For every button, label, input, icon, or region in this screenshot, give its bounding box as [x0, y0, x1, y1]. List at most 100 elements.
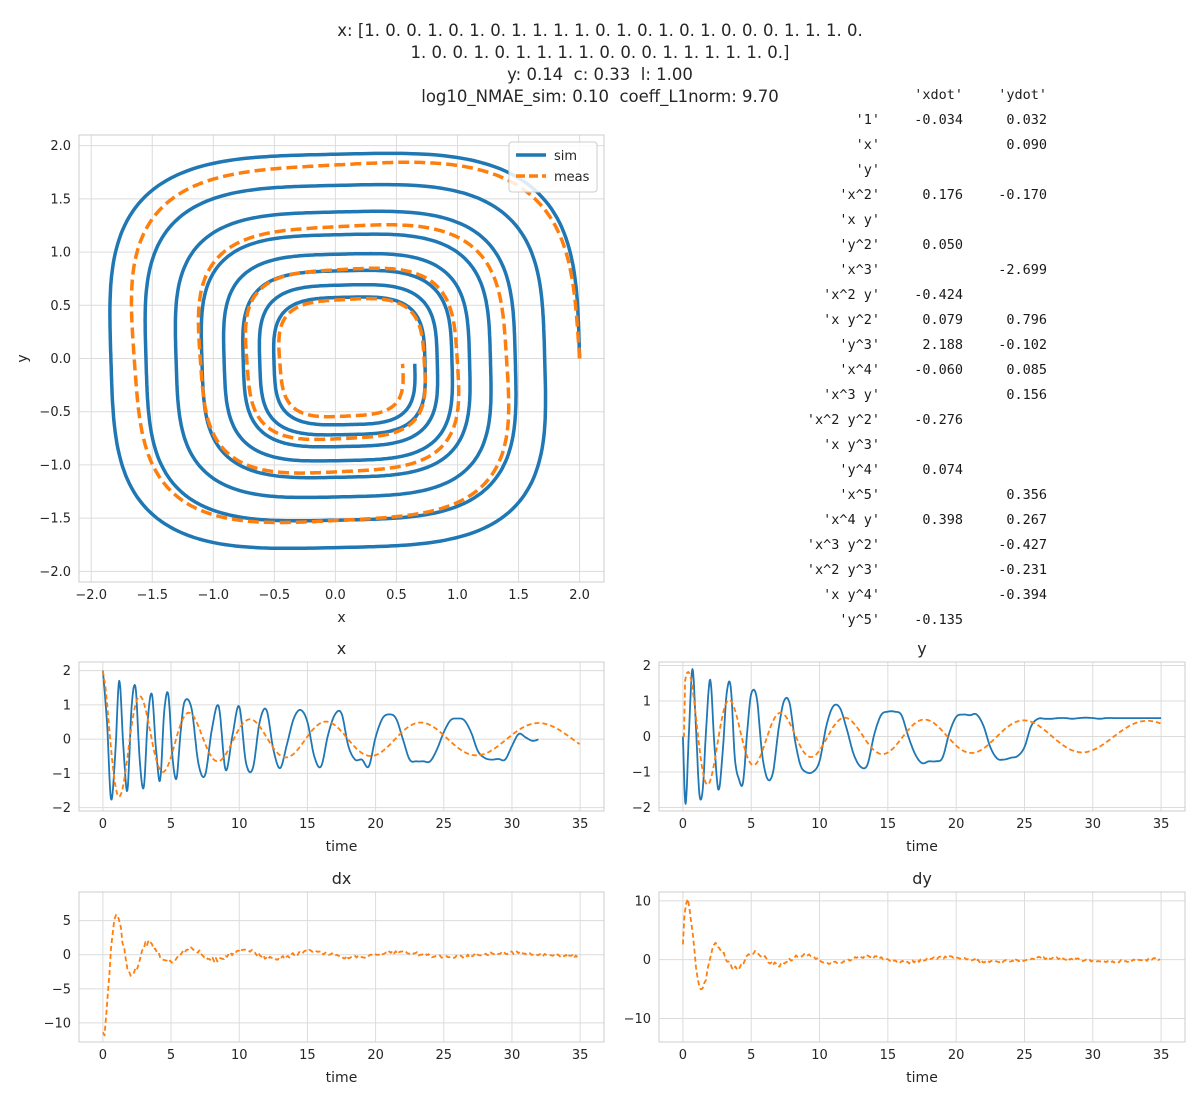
coef-term-label: 'x^3' [839, 262, 880, 278]
y-tick-label: 10 [634, 894, 651, 909]
x-tick-label: −1.5 [136, 588, 168, 603]
x-tick-label: 15 [299, 1048, 316, 1063]
coef-term-label: 'y^3' [839, 337, 880, 353]
y-tick-label: 0 [63, 948, 71, 963]
x-tick-label: 10 [231, 817, 248, 832]
x-axis-label: x [337, 610, 345, 626]
coef-term-label: 'x' [855, 137, 880, 153]
coef-term-label: 'x y^3' [823, 437, 880, 453]
y-axis-label: y [15, 354, 31, 362]
axes-y-time: 0 5 10 15 20 25 30 35 −2 −1 0 1 2 y time [632, 639, 1186, 855]
coef-ydot-value: -0.102 [998, 337, 1047, 353]
x-axis-label: time [906, 1070, 938, 1086]
y-tick-label: 1.5 [50, 192, 71, 207]
coef-term-label: 'y^2' [839, 237, 880, 253]
x-tick-label: 30 [1085, 817, 1102, 832]
chart-title: dx [332, 869, 352, 888]
series-group [682, 668, 1162, 805]
series-sim [102, 670, 539, 801]
axes-frame [78, 134, 605, 583]
y-tick-label: −1.5 [39, 512, 71, 527]
axes-phase: −2.0 −1.5 −1.0 −0.5 0.0 0.5 1.0 1.5 2.0 −2.0 −1.5 −… [15, 134, 605, 626]
series-meas [102, 670, 581, 798]
y-tick-label: 1 [643, 695, 651, 710]
coef-term-label: 'x^4' [839, 362, 880, 378]
y-tick-label: 0 [643, 953, 651, 968]
coef-term-label: '1' [855, 112, 880, 128]
legend-label-meas: meas [554, 170, 590, 185]
y-tick-label: 1 [63, 698, 71, 713]
x-tick-label: 1.5 [508, 588, 529, 603]
x-tick-label: 15 [880, 817, 897, 832]
x-tick-label: 2.0 [569, 588, 590, 603]
x-tick-label: 35 [1153, 817, 1170, 832]
x-tick-label: 5 [747, 1048, 755, 1063]
x-tick-label: −2.0 [75, 588, 107, 603]
coef-term-label: 'x^2' [839, 187, 880, 203]
y-tick-label: −1.0 [39, 458, 71, 473]
coefficient-table: 'xdot' 'ydot' '1' -0.034 0.032 'x' 0.090 'y' 'x^… [806, 87, 1047, 628]
coef-xdot-value: -0.060 [914, 362, 963, 378]
y-tick-label: −1 [52, 767, 71, 782]
series-sim [682, 668, 1162, 805]
x-tick-label: 35 [572, 1048, 589, 1063]
coef-ydot-value: -2.699 [998, 262, 1047, 278]
y-tick-label: 0.5 [50, 299, 71, 314]
series-meas [129, 160, 582, 525]
x-tick-label: 25 [435, 817, 452, 832]
y-tick-label: −1 [632, 765, 651, 780]
coef-ydot-value: 0.156 [1006, 387, 1047, 403]
y-tick-label: −2 [52, 801, 71, 816]
coef-ydot-value: -0.427 [998, 537, 1047, 553]
chart-title: y [917, 639, 926, 658]
x-tick-label: 30 [1085, 1048, 1102, 1063]
coef-xdot-value: -0.135 [914, 612, 963, 628]
coef-column-header: 'xdot' [914, 87, 963, 103]
coef-term-label: 'x y^4' [823, 587, 880, 603]
suptitle-line: log10_NMAE_sim: 0.10 coeff_L1norm: 9.70 [421, 87, 779, 106]
x-tick-label: −1.0 [198, 588, 230, 603]
x-tick-label: 35 [1153, 1048, 1170, 1063]
plot-area [659, 892, 1185, 1042]
coef-ydot-value: -0.394 [998, 587, 1047, 603]
coef-xdot-value: 0.079 [922, 312, 963, 328]
x-tick-label: 25 [1016, 1048, 1033, 1063]
axes-dy-time: 0 5 10 15 20 25 30 35 −10 0 10 dy time [624, 869, 1186, 1086]
x-tick-label: 25 [435, 1048, 452, 1063]
coef-term-label: 'x y^2' [823, 312, 880, 328]
legend-label-sim: sim [554, 149, 577, 164]
x-tick-label: 15 [880, 1048, 897, 1063]
coef-xdot-value: -0.424 [914, 287, 963, 303]
x-tick-label: 20 [367, 817, 384, 832]
x-tick-label: 10 [811, 817, 828, 832]
x-tick-label: 1.0 [447, 588, 468, 603]
x-tick-label: 0.5 [386, 588, 407, 603]
y-tick-label: 1.0 [50, 246, 71, 261]
y-tick-label: 2 [643, 659, 651, 674]
coef-term-label: 'y' [855, 162, 880, 178]
x-tick-label: 20 [948, 817, 965, 832]
suptitle-line: 1. 0. 0. 1. 0. 1. 1. 1. 1. 0. 0. 0. 1. 1… [410, 43, 790, 62]
coef-ydot-value: 0.356 [1006, 487, 1047, 503]
series-group [102, 670, 581, 801]
coef-term-label: 'x^3 y^2' [806, 537, 880, 553]
x-tick-label: 10 [811, 1048, 828, 1063]
x-tick-label: 0 [99, 817, 107, 832]
y-tick-label: −2.0 [39, 565, 71, 580]
y-tick-label: −2 [632, 801, 651, 816]
coef-column-header: 'ydot' [998, 87, 1047, 103]
series-group [102, 914, 580, 1037]
coef-term-label: 'x^5' [839, 487, 880, 503]
suptitle-line: x: [1. 0. 0. 1. 0. 1. 0. 1. 1. 1. 1. 0. … [337, 21, 863, 40]
plot-area [79, 892, 604, 1042]
axes-frame [78, 891, 605, 1043]
y-tick-label: 0 [63, 733, 71, 748]
axes-frame [658, 661, 1186, 812]
x-tick-label: 20 [367, 1048, 384, 1063]
x-axis-label: time [906, 839, 938, 855]
axes-dx-time: 0 5 10 15 20 25 30 35 −10 −5 0 5 dx time [44, 869, 605, 1086]
x-tick-label: 5 [167, 1048, 175, 1063]
coef-xdot-value: 2.188 [922, 337, 963, 353]
x-tick-label: 0 [679, 817, 687, 832]
